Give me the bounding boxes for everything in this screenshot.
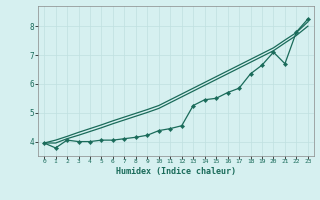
X-axis label: Humidex (Indice chaleur): Humidex (Indice chaleur) bbox=[116, 167, 236, 176]
